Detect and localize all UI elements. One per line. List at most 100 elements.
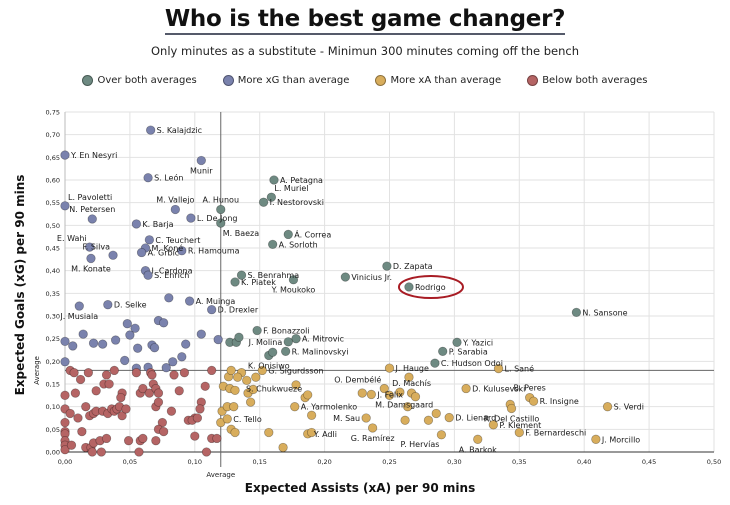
point-label: P. Hervías <box>400 440 439 449</box>
point-label: A. Barkok <box>459 445 497 454</box>
y-tick-label: 0,60 <box>46 177 60 185</box>
data-point-xa <box>290 402 300 412</box>
data-point-xg <box>125 330 135 340</box>
data-point-xa <box>230 385 240 395</box>
legend-label: More xA than average <box>390 75 502 86</box>
data-point-below <box>195 404 205 414</box>
data-point-both <box>340 272 351 282</box>
data-point-below <box>81 402 91 412</box>
data-point-below <box>65 408 75 419</box>
legend: Over both averages More xG than average … <box>0 75 730 86</box>
point-label: M. Vallejo <box>156 195 194 204</box>
data-point-xg <box>181 339 191 349</box>
point-label: B. Peres <box>514 384 546 393</box>
data-point-below <box>158 426 169 437</box>
data-point-xa <box>423 415 434 425</box>
data-point-xa <box>361 413 371 423</box>
data-point-below <box>91 386 101 396</box>
data-point-below <box>153 397 164 407</box>
point-label: P. Sarabia <box>449 347 488 356</box>
data-point-below <box>207 365 217 376</box>
point-label: D. Lienard <box>455 414 496 423</box>
data-point-both <box>382 261 392 271</box>
point-label: O. Dembélé <box>334 375 381 385</box>
data-point-xa <box>229 402 239 412</box>
average-x-label: Average <box>206 471 235 479</box>
x-tick-label: 0,10 <box>188 458 202 466</box>
point-label: Y. Moukoko <box>271 286 316 295</box>
data-point-below <box>153 388 164 398</box>
point-label: R. Hamouma <box>188 247 240 256</box>
y-tick-label: 0,65 <box>46 154 60 162</box>
x-tick-label: 0,35 <box>512 458 526 466</box>
data-point-xg <box>133 343 143 353</box>
data-point-xg <box>196 329 206 339</box>
data-point-both <box>291 334 301 344</box>
data-point-below <box>60 417 70 428</box>
point-label: S. Enrich <box>154 271 189 280</box>
point-label: J. Hauge <box>395 364 430 373</box>
data-point-both <box>438 346 448 357</box>
data-point-below <box>138 433 148 444</box>
y-tick-label: 0,70 <box>46 131 60 139</box>
data-point-xg <box>103 300 113 310</box>
data-point-xa <box>357 388 367 398</box>
data-point-below <box>77 426 87 437</box>
x-tick-label: 0,00 <box>58 458 72 466</box>
y-tick-label: 0,55 <box>46 199 60 207</box>
point-label: J. Musiala <box>59 312 98 321</box>
data-point-xg <box>196 155 206 166</box>
point-label: S. Benrahma <box>248 271 300 280</box>
data-point-both <box>283 337 293 347</box>
point-label: R. Malinovskyi <box>292 347 349 356</box>
data-point-xg <box>120 355 130 366</box>
data-point-xg <box>87 214 97 224</box>
y-tick-label: 0,50 <box>46 222 60 230</box>
point-label: D. Machís <box>392 379 431 388</box>
y-tick-label: 0,05 <box>46 426 60 434</box>
data-point-below <box>174 386 184 396</box>
y-tick-label: 0,45 <box>46 245 60 253</box>
data-point-both <box>268 347 278 357</box>
legend-item-xg: More xG than average <box>222 75 349 86</box>
chart-title: Who is the best game changer? <box>0 6 730 35</box>
data-point-xg <box>149 343 160 353</box>
data-point-below <box>200 381 210 391</box>
point-label: K. Piatek <box>241 278 276 287</box>
data-point-xa <box>602 402 613 412</box>
data-point-below <box>131 368 142 378</box>
point-label: S. Chukwueze <box>246 385 302 394</box>
x-tick-label: 0,15 <box>252 458 266 466</box>
x-tick-label: 0,20 <box>317 458 331 466</box>
point-label: D. Zapata <box>393 262 433 271</box>
data-point-xa <box>461 383 471 394</box>
data-point-xa <box>591 434 601 444</box>
point-label: A. Sorloth <box>279 240 318 249</box>
legend-label: Over both averages <box>97 75 197 86</box>
data-point-xa <box>379 383 389 394</box>
data-point-below <box>70 388 81 398</box>
data-point-below <box>116 392 126 403</box>
x-tick-label: 0,40 <box>577 458 591 466</box>
point-label: A. Petagna <box>280 176 323 185</box>
point-label: N. Sansone <box>582 308 627 317</box>
data-point-both <box>258 197 269 207</box>
y-tick-label: 0,00 <box>46 449 60 457</box>
data-point-xa <box>506 403 517 414</box>
point-label: A. Grbic <box>148 249 180 258</box>
point-label: L. Muriel <box>274 184 308 193</box>
data-point-xa <box>384 363 395 373</box>
point-label: Y. Yazici <box>462 338 493 347</box>
data-point-xa <box>367 423 378 433</box>
data-point-both <box>288 275 299 285</box>
data-point-below <box>179 368 190 378</box>
x-tick-label: 0,25 <box>382 458 396 466</box>
data-point-both <box>230 277 240 287</box>
data-point-both <box>283 229 293 240</box>
data-points <box>60 125 613 457</box>
data-point-both <box>281 346 291 357</box>
data-point-below <box>96 447 106 457</box>
data-point-below <box>134 447 144 457</box>
data-point-xg <box>130 323 140 333</box>
point-label: S. León <box>154 173 183 183</box>
